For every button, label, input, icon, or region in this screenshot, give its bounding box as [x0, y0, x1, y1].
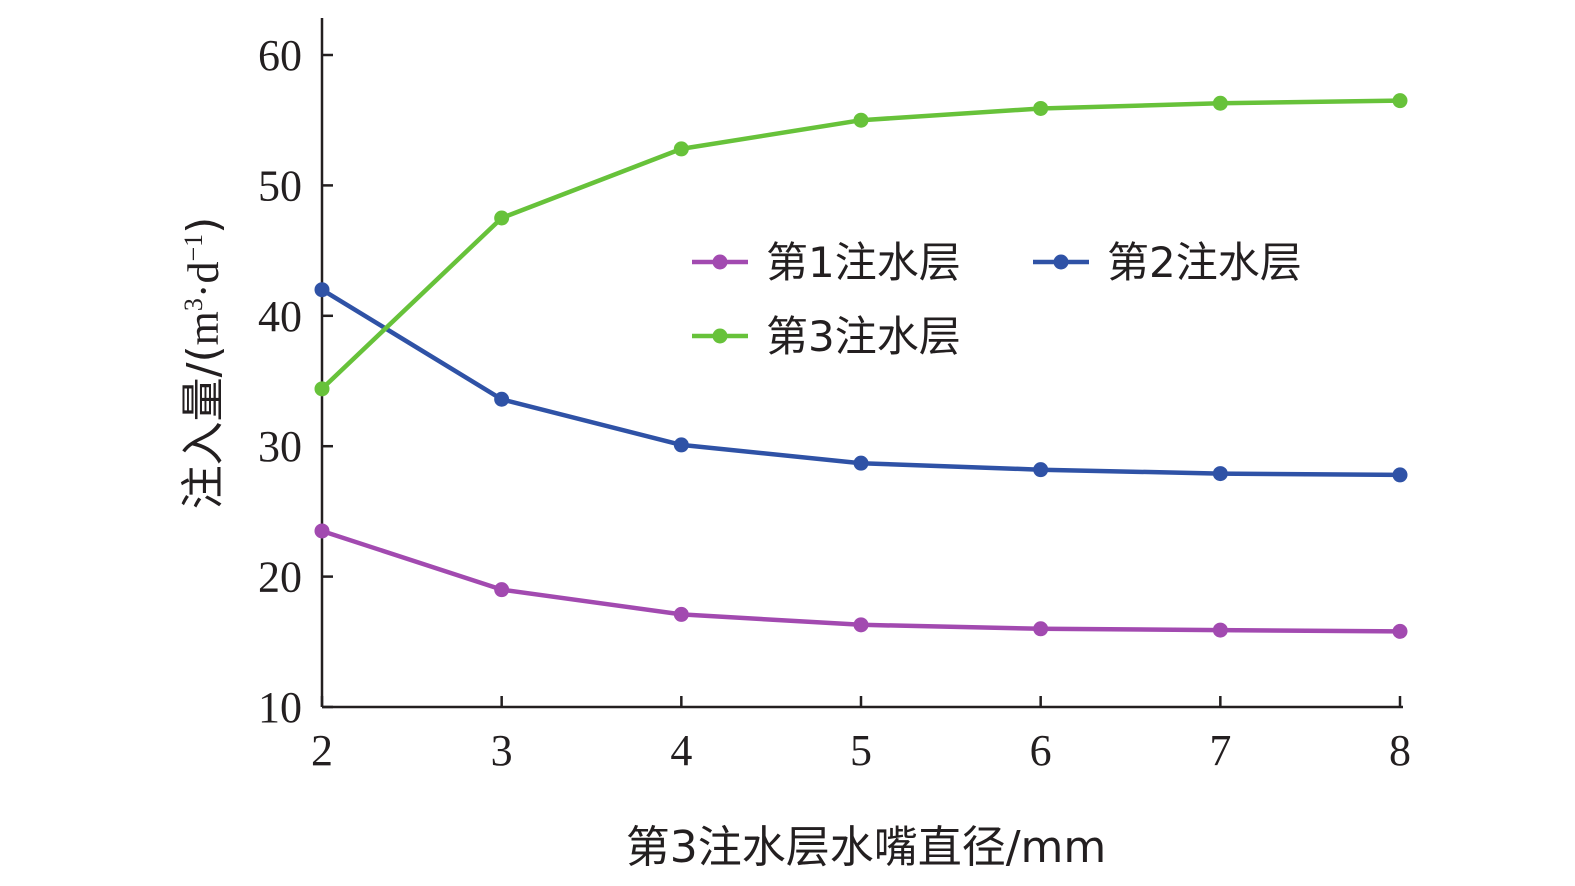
- series-group: [314, 93, 1408, 639]
- y-tick-label: 60: [258, 31, 302, 80]
- legend-item: 第1注水层: [692, 238, 961, 287]
- series-2: [314, 282, 1408, 483]
- x-tick-label: 7: [1209, 726, 1231, 775]
- legend-swatch-marker: [712, 254, 728, 270]
- data-point: [1392, 467, 1408, 483]
- data-point: [1212, 95, 1228, 111]
- x-axis-title: 第3注水层水嘴直径/mm: [626, 822, 1107, 873]
- data-point: [1033, 462, 1049, 478]
- y-axis-title-sup-neg1: −1: [179, 234, 208, 262]
- legend-label: 第1注水层: [766, 238, 961, 287]
- series-3: [314, 93, 1408, 397]
- data-point: [494, 582, 510, 598]
- x-ticks: 2 3 4 5 6 7 8: [311, 696, 1411, 775]
- x-tick-label: 3: [491, 726, 513, 775]
- y-axis-title: 注入量/(m3·d−1): [178, 217, 229, 510]
- x-tick-label: 6: [1030, 726, 1052, 775]
- data-point: [853, 112, 869, 128]
- data-point: [673, 437, 689, 453]
- data-point: [314, 381, 330, 397]
- data-point: [494, 391, 510, 407]
- data-point: [494, 210, 510, 226]
- y-tick-label: 10: [258, 683, 302, 732]
- y-tick-label: 50: [258, 161, 302, 210]
- data-point: [314, 282, 330, 298]
- legend-item: 第2注水层: [1033, 238, 1302, 287]
- y-axis-title-text: 注入量/(m3·d−1): [178, 217, 229, 510]
- y-axis-title-m: m: [179, 311, 228, 345]
- y-tick-label: 40: [258, 292, 302, 341]
- series-line: [319, 528, 1403, 634]
- x-tick-label: 2: [311, 726, 333, 775]
- data-point: [1033, 621, 1049, 637]
- x-tick-label: 8: [1389, 726, 1411, 775]
- data-point: [673, 141, 689, 157]
- legend-swatch-marker: [712, 328, 728, 344]
- data-point: [1033, 100, 1049, 116]
- y-ticks: 10 20 30 40 50 60: [258, 31, 333, 732]
- data-point: [1392, 623, 1408, 639]
- legend-swatch-marker: [1053, 254, 1069, 270]
- y-axis-title-sup3: 3: [179, 298, 208, 311]
- legend-label: 第3注水层: [766, 312, 961, 361]
- x-tick-label: 5: [850, 726, 872, 775]
- data-point: [853, 617, 869, 633]
- series-1: [314, 523, 1408, 639]
- y-axis-title-dot-d: ·d: [179, 261, 228, 298]
- y-axis-title-main: 注入量/: [178, 362, 229, 509]
- y-axis-title-open: (: [178, 345, 229, 362]
- legend-label: 第2注水层: [1107, 238, 1302, 287]
- legend-item: 第3注水层: [692, 312, 961, 361]
- data-point: [314, 523, 330, 539]
- data-point: [1392, 93, 1408, 109]
- x-tick-label: 4: [670, 726, 692, 775]
- data-point: [673, 606, 689, 622]
- data-point: [853, 455, 869, 471]
- y-axis-title-close: ): [178, 217, 229, 234]
- data-point: [1212, 622, 1228, 638]
- y-tick-label: 20: [258, 553, 302, 602]
- data-point: [1212, 466, 1228, 482]
- y-tick-label: 30: [258, 422, 302, 471]
